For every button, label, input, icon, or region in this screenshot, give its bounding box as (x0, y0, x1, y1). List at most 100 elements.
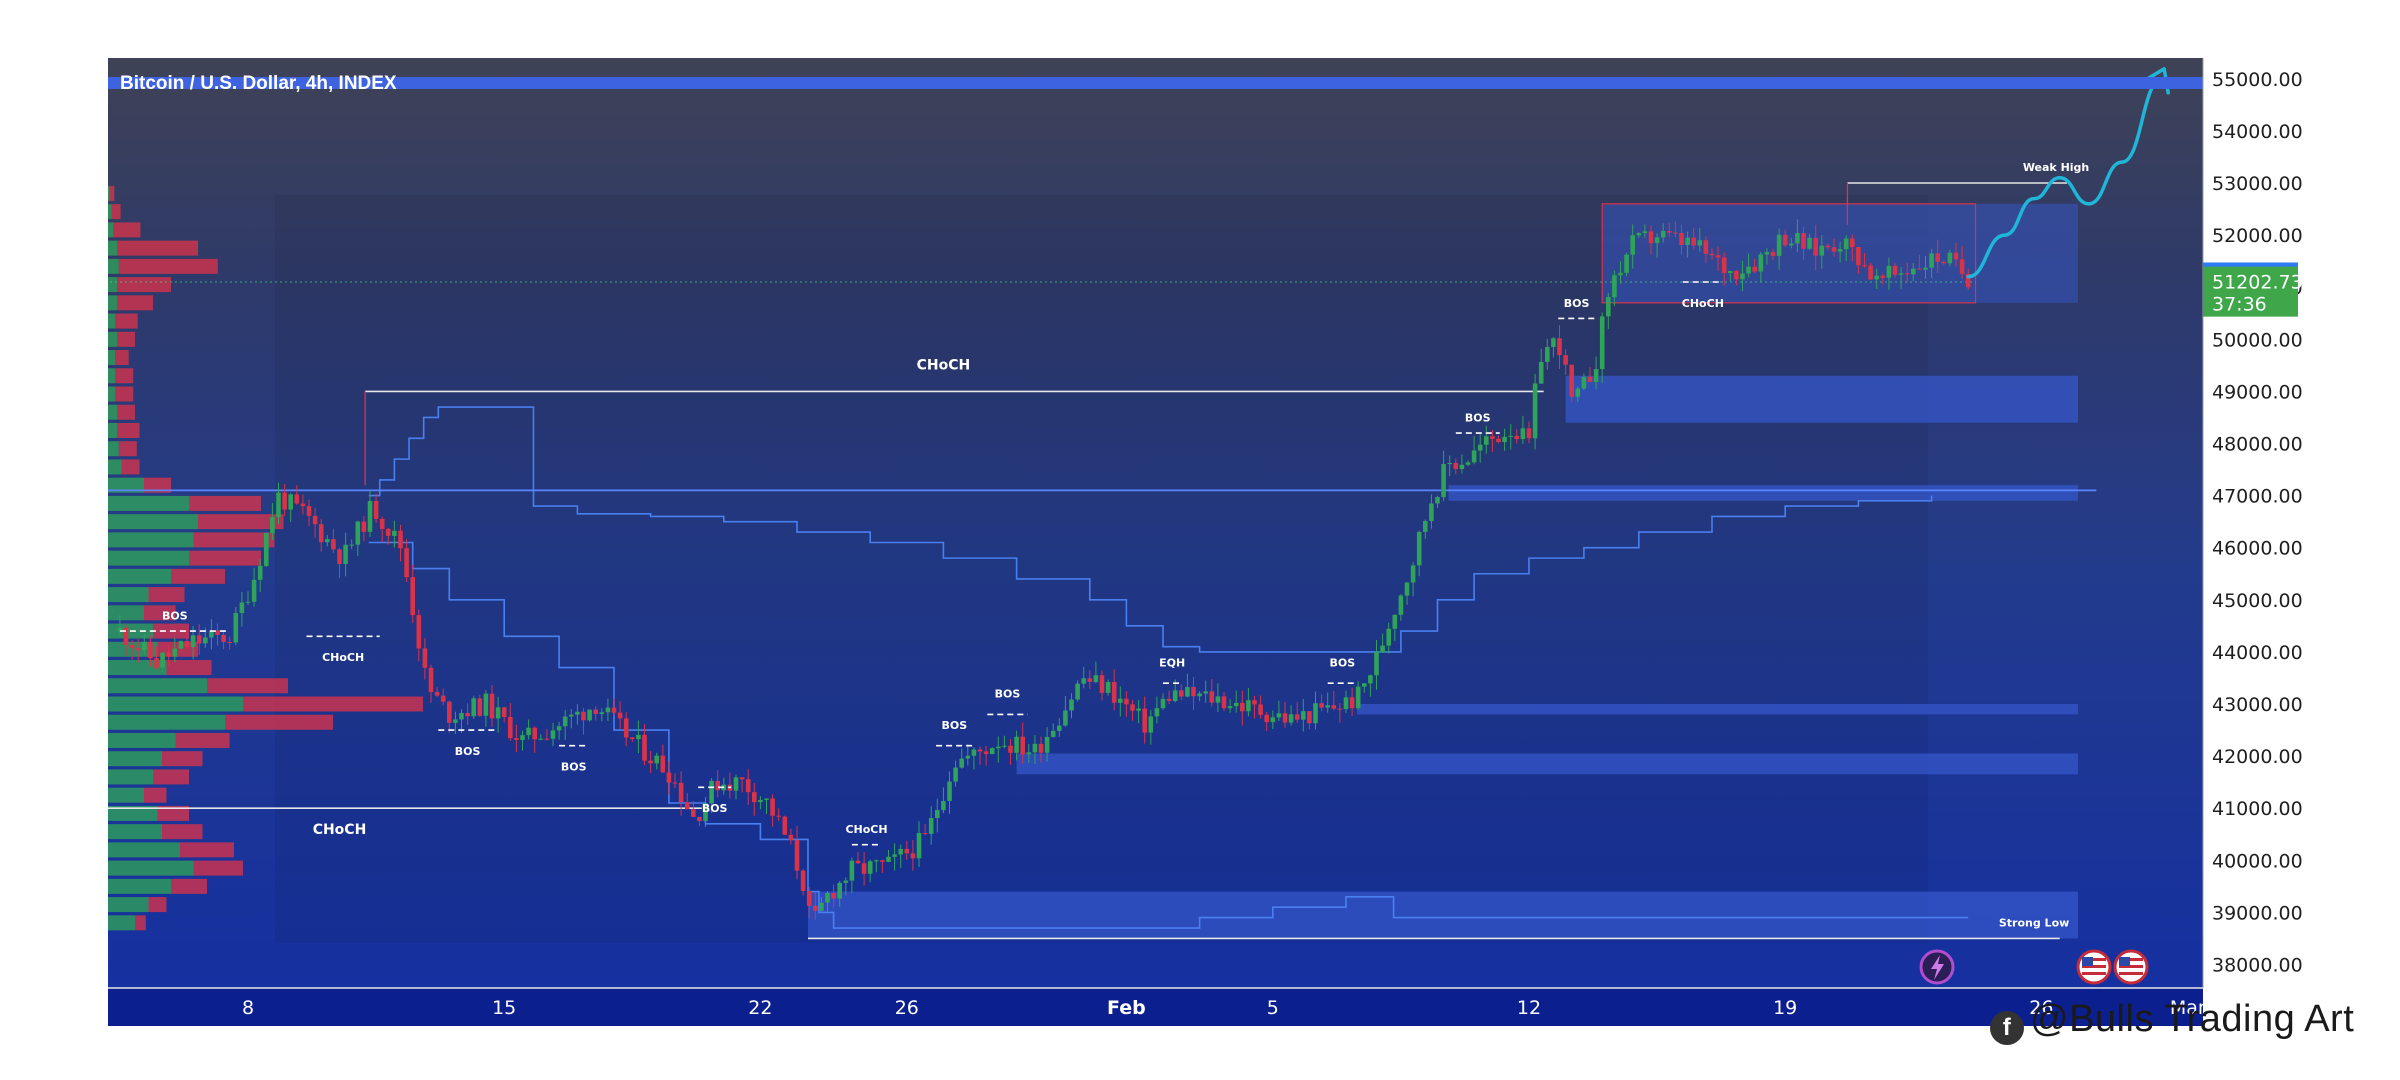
candle-body-50 (422, 648, 428, 668)
vp-sell-bar-40 (109, 185, 115, 201)
candle-body-239 (1575, 388, 1581, 397)
candle-body-89 (660, 755, 666, 773)
vwap-lower-line (368, 541, 1969, 929)
candle-body-94 (691, 809, 696, 817)
candle-body-27 (282, 492, 287, 510)
us-flag-icon[interactable] (2113, 949, 2149, 985)
candle-body-229 (1514, 435, 1520, 440)
candle-body-62 (495, 707, 501, 719)
vp-buy-bar-5 (108, 824, 162, 840)
candle-body-37 (343, 544, 348, 564)
candle-body-199 (1331, 705, 1337, 709)
candle-body-66 (520, 735, 525, 740)
x-tick-label-4: Feb (1107, 997, 1146, 1019)
vp-sell-bar-31 (115, 350, 129, 366)
vp-buy-bar-6 (108, 805, 158, 821)
flash-icon[interactable] (1919, 949, 1955, 985)
candle-body-123 (867, 861, 873, 874)
candle-body-108 (776, 815, 781, 817)
candle-body-12 (190, 635, 196, 647)
vp-sell-bar-38 (113, 222, 141, 238)
candle-body-240 (1581, 376, 1587, 389)
candle-body-20 (239, 602, 245, 613)
y-tick-label-8: 47000.00 (2212, 486, 2303, 508)
vp-sell-bar-6 (157, 805, 189, 821)
candle-body-297 (1929, 253, 1934, 268)
candle-body-17 (221, 634, 226, 642)
x-tick-label-3: 26 (895, 997, 919, 1019)
candle-body-201 (1343, 697, 1349, 710)
vp-buy-bar-39 (108, 204, 112, 220)
x-tick-label-8: 26 (2029, 997, 2053, 1019)
vp-sell-bar-3 (193, 860, 243, 876)
candle-body-247 (1624, 254, 1629, 273)
vp-sell-bar-23 (189, 495, 261, 511)
candle-body-157 (1075, 683, 1080, 700)
candle-body-172 (1166, 698, 1172, 702)
candle-body-106 (764, 798, 769, 800)
candle-body-210 (1398, 595, 1404, 615)
vp-buy-bar-19 (108, 568, 171, 584)
y-tick-label-6: 49000.00 (2212, 381, 2303, 403)
candle-body-281 (1831, 247, 1837, 252)
candle-body-182 (1227, 706, 1233, 709)
candle-body-32 (312, 515, 318, 525)
vp-buy-bar-12 (108, 696, 243, 712)
y-tick-label-10: 45000.00 (2212, 590, 2303, 612)
candle-body-114 (813, 905, 818, 911)
candle-body-169 (1148, 716, 1154, 733)
candle-body-125 (880, 860, 885, 862)
x-tick-label-0: 8 (242, 997, 254, 1019)
candle-body-6 (154, 658, 159, 668)
candle-body-9 (172, 648, 178, 657)
candle-body-287 (1868, 265, 1873, 280)
candle-body-252 (1654, 237, 1660, 244)
candle-body-161 (1099, 675, 1105, 693)
candle-body-31 (306, 506, 312, 516)
candle-body-299 (1941, 261, 1947, 264)
candle-body-163 (1111, 682, 1117, 703)
candle-body-265 (1734, 271, 1739, 280)
vp-sell-bar-9 (162, 751, 203, 767)
candle-body-176 (1191, 686, 1196, 697)
y-axis-labels: 55000.0054000.0053000.0052000.0051000.00… (2212, 69, 2303, 977)
candle-body-226 (1496, 438, 1501, 443)
candle-body-24 (264, 532, 269, 566)
candle-body-26 (276, 492, 281, 518)
candle-body-245 (1612, 275, 1617, 298)
facebook-icon: f (1990, 1011, 2024, 1045)
candle-body-235 (1551, 338, 1556, 348)
candle-body-264 (1728, 271, 1733, 274)
candle-body-42 (373, 500, 379, 519)
candle-body-246 (1618, 272, 1623, 276)
candle-body-238 (1569, 364, 1574, 397)
x-tick-label-7: 19 (1773, 997, 1797, 1019)
candle-body-250 (1642, 231, 1648, 234)
candle-body-159 (1087, 678, 1093, 682)
candle-body-113 (806, 890, 812, 906)
candle-body-196 (1313, 703, 1318, 724)
candle-body-251 (1648, 231, 1654, 244)
candle-body-175 (1185, 686, 1190, 697)
candle-body-171 (1160, 698, 1166, 709)
vp-buy-bar-10 (108, 732, 176, 748)
watermark-text: @Bulls Trading Art (2030, 998, 2355, 1040)
candle-body-151 (1038, 743, 1044, 753)
candle-body-303 (1965, 273, 1971, 288)
candle-body-79 (599, 712, 605, 715)
candle-body-152 (1044, 736, 1050, 753)
us-flag-icon[interactable] (2076, 949, 2112, 985)
candle-body-8 (166, 652, 171, 657)
candle-body-296 (1923, 267, 1928, 270)
forecast-curve (1966, 77, 2164, 279)
candle-body-232 (1532, 383, 1538, 439)
structure-levels: CHoCH CHoCH Strong Low Weak High (108, 161, 2097, 940)
watermark: f @Bulls Trading Art (1990, 998, 2354, 1045)
candle-body-273 (1782, 234, 1788, 246)
candle-body-71 (550, 730, 556, 739)
candle-body-188 (1264, 714, 1269, 723)
candle-body-285 (1856, 247, 1861, 266)
candle-body-96 (703, 803, 708, 822)
candle-body-146 (1008, 745, 1013, 753)
